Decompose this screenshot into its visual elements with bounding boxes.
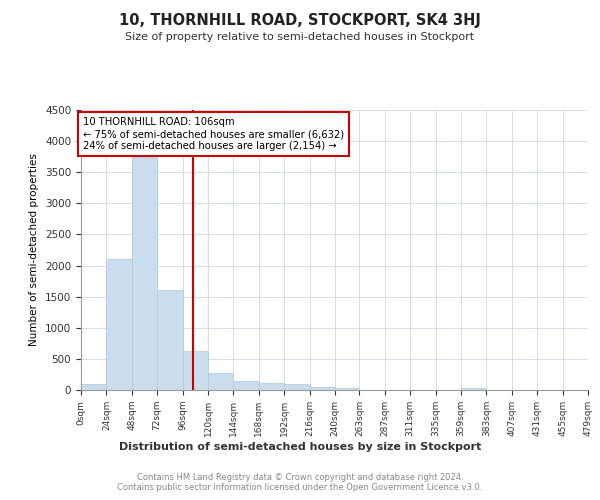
Bar: [284, 384, 310, 390]
Text: 10 THORNHILL ROAD: 106sqm
← 75% of semi-detached houses are smaller (6,632)
24% : 10 THORNHILL ROAD: 106sqm ← 75% of semi-…: [83, 118, 344, 150]
Text: Size of property relative to semi-detached houses in Stockport: Size of property relative to semi-detach…: [125, 32, 475, 42]
Text: 10, THORNHILL ROAD, STOCKPORT, SK4 3HJ: 10, THORNHILL ROAD, STOCKPORT, SK4 3HJ: [119, 12, 481, 28]
Bar: [310, 386, 335, 390]
Bar: [157, 290, 182, 390]
Bar: [106, 260, 132, 390]
Text: Distribution of semi-detached houses by size in Stockport: Distribution of semi-detached houses by …: [119, 442, 481, 452]
Text: Contains HM Land Registry data © Crown copyright and database right 2024.
Contai: Contains HM Land Registry data © Crown c…: [118, 472, 482, 492]
Bar: [233, 382, 259, 390]
Bar: [461, 388, 487, 390]
Y-axis label: Number of semi-detached properties: Number of semi-detached properties: [29, 154, 40, 346]
Bar: [208, 372, 233, 390]
Bar: [335, 388, 359, 390]
Bar: [259, 383, 284, 390]
Bar: [182, 351, 208, 390]
Bar: [81, 384, 106, 390]
Bar: [132, 156, 157, 390]
